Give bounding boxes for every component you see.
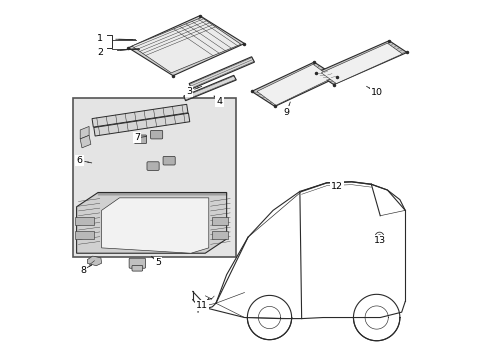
Text: 7: 7 <box>134 133 140 142</box>
Text: 5: 5 <box>155 258 161 267</box>
FancyBboxPatch shape <box>147 162 159 170</box>
Polygon shape <box>102 198 208 253</box>
Polygon shape <box>315 41 406 85</box>
Polygon shape <box>257 64 331 105</box>
Bar <box>75 217 94 225</box>
Polygon shape <box>77 193 226 253</box>
Text: 11: 11 <box>196 301 208 310</box>
Polygon shape <box>132 18 241 73</box>
FancyBboxPatch shape <box>132 265 142 271</box>
Bar <box>212 217 228 225</box>
Polygon shape <box>92 104 187 127</box>
FancyBboxPatch shape <box>150 130 163 139</box>
Text: 3: 3 <box>186 87 192 96</box>
Polygon shape <box>80 135 91 148</box>
Bar <box>212 231 228 239</box>
Bar <box>73 98 235 257</box>
Text: 13: 13 <box>373 236 385 245</box>
FancyBboxPatch shape <box>163 157 175 165</box>
Polygon shape <box>94 113 189 136</box>
Polygon shape <box>80 126 89 139</box>
Bar <box>75 231 94 239</box>
Polygon shape <box>189 57 254 89</box>
Text: 12: 12 <box>330 182 342 191</box>
Polygon shape <box>321 43 402 84</box>
Polygon shape <box>128 16 244 76</box>
Text: 1: 1 <box>97 35 102 44</box>
Text: 8: 8 <box>80 266 86 275</box>
Polygon shape <box>87 256 102 266</box>
Polygon shape <box>251 62 337 107</box>
FancyBboxPatch shape <box>129 258 145 268</box>
Text: 6: 6 <box>76 156 82 165</box>
Text: 10: 10 <box>370 88 382 97</box>
Text: 2: 2 <box>97 48 102 57</box>
Polygon shape <box>183 75 236 101</box>
Text: 4: 4 <box>216 97 222 106</box>
Text: 9: 9 <box>283 108 289 117</box>
FancyBboxPatch shape <box>134 135 146 144</box>
